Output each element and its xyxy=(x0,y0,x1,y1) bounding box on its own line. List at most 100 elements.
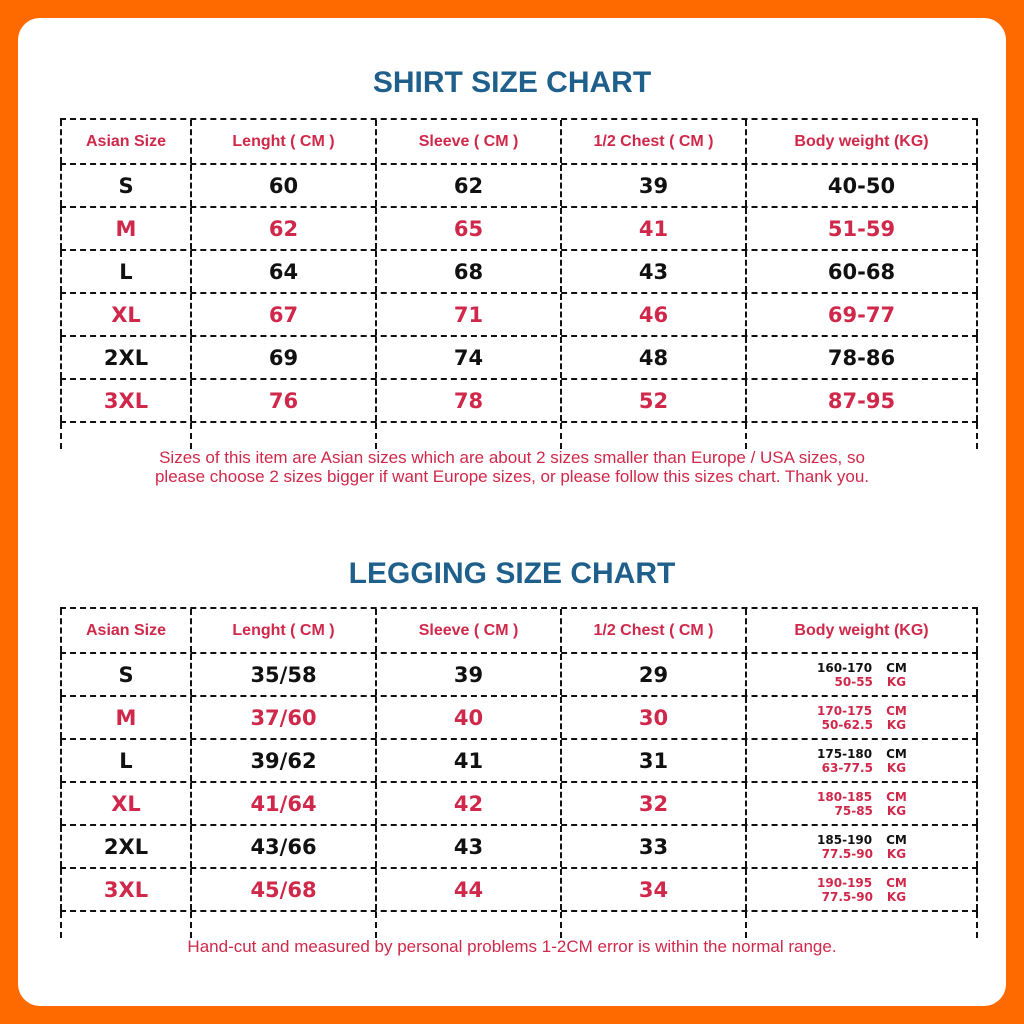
header-cell: Lenght ( CM ) xyxy=(190,120,375,163)
empty-cell xyxy=(560,423,745,449)
table-cell: 31 xyxy=(560,740,745,781)
table-cell: 60 xyxy=(190,165,375,206)
table-cell: 40 xyxy=(375,697,560,738)
table-row: XL 41/64 42 32 180-185 CM 75-85 KG xyxy=(60,781,978,824)
table-cell: 51-59 xyxy=(745,208,978,249)
height-unit: CM xyxy=(886,660,907,675)
height-line: 170-175 CM xyxy=(816,704,907,718)
table-cell: 39/62 xyxy=(190,740,375,781)
table-cell: 30 xyxy=(560,697,745,738)
height-range: 180-185 xyxy=(817,789,873,804)
table-cell: 41 xyxy=(560,208,745,249)
table-cell: 2XL xyxy=(60,826,190,867)
empty-cell xyxy=(560,912,745,938)
body-weight-cell: 175-180 CM 63-77.5 KG xyxy=(745,740,978,781)
table-cell: 52 xyxy=(560,380,745,421)
empty-cell xyxy=(745,423,978,449)
weight-line: 75-85 KG xyxy=(817,803,907,818)
weight-unit: KG xyxy=(886,760,907,775)
table-row: 2XL 69 74 48 78-86 xyxy=(60,335,978,378)
table-row: M 62 65 41 51-59 xyxy=(60,206,978,249)
legging-size-table: Asian Size Lenght ( CM ) Sleeve ( CM ) 1/2 … xyxy=(60,607,978,938)
empty-cell xyxy=(745,912,978,938)
table-row: S 35/58 39 29 160-170 CM 50-55 KG xyxy=(60,652,978,695)
body-weight-cell: 190-195 CM 77.5-90 KG xyxy=(745,869,978,910)
header-cell: Sleeve ( CM ) xyxy=(375,120,560,163)
table-cell: 69 xyxy=(190,337,375,378)
weight-unit: KG xyxy=(886,717,907,732)
body-weight-cell: 180-185 CM 75-85 KG xyxy=(745,783,978,824)
body-weight-cell: 160-170 CM 50-55 KG xyxy=(745,654,978,695)
table-cell: 64 xyxy=(190,251,375,292)
weight-range: 77.5-90 xyxy=(821,846,873,861)
table-cell: 60-68 xyxy=(745,251,978,292)
height-range: 175-180 xyxy=(817,746,873,761)
height-range: 190-195 xyxy=(817,875,873,890)
table-cell: 34 xyxy=(560,869,745,910)
header-cell: 1/2 Chest ( CM ) xyxy=(560,609,745,652)
table-row: XL 67 71 46 69-77 xyxy=(60,292,978,335)
weight-range: 50-62.5 xyxy=(821,717,873,732)
table-row: L 39/62 41 31 175-180 CM 63-77.5 KG xyxy=(60,738,978,781)
table-cell: 39 xyxy=(375,654,560,695)
table-cell: 41/64 xyxy=(190,783,375,824)
header-row: Asian Size Lenght ( CM ) Sleeve ( CM ) 1/2 … xyxy=(60,118,978,163)
weight-range: 63-77.5 xyxy=(821,760,873,775)
table-cell: M xyxy=(60,697,190,738)
table-cell: 62 xyxy=(190,208,375,249)
table-cell: 45/68 xyxy=(190,869,375,910)
table-cell: 43 xyxy=(375,826,560,867)
table-cell: 76 xyxy=(190,380,375,421)
weight-unit: KG xyxy=(886,846,907,861)
table-cell: 29 xyxy=(560,654,745,695)
weight-unit: KG xyxy=(886,803,907,818)
empty-cell xyxy=(60,423,190,449)
header-cell: Body weight (KG) xyxy=(745,609,978,652)
weight-line: 77.5-90 KG xyxy=(817,847,906,861)
header-row: Asian Size Lenght ( CM ) Sleeve ( CM ) 1/2 … xyxy=(60,607,978,652)
table-cell: 35/58 xyxy=(190,654,375,695)
table-cell: 37/60 xyxy=(190,697,375,738)
table-cell: 62 xyxy=(375,165,560,206)
table-cell: 68 xyxy=(375,251,560,292)
height-line: 180-185 CM xyxy=(816,790,907,804)
weight-line: 50-55 KG xyxy=(817,674,907,689)
table-cell: 78-86 xyxy=(745,337,978,378)
table-cell: 46 xyxy=(560,294,745,335)
height-line: 160-170 CM xyxy=(816,661,907,675)
table-cell: 39 xyxy=(560,165,745,206)
empty-cell xyxy=(60,912,190,938)
weight-line: 50-62.5 KG xyxy=(817,718,906,732)
header-cell: Asian Size xyxy=(60,120,190,163)
header-cell: Sleeve ( CM ) xyxy=(375,609,560,652)
table-cell: 33 xyxy=(560,826,745,867)
table-row: 2XL 43/66 43 33 185-190 CM 77.5-90 KG xyxy=(60,824,978,867)
weight-range: 75-85 xyxy=(834,803,873,818)
table-cell: M xyxy=(60,208,190,249)
table-cell: S xyxy=(60,654,190,695)
table-cell: 67 xyxy=(190,294,375,335)
height-unit: CM xyxy=(886,832,907,847)
shirt-size-table: Asian Size Lenght ( CM ) Sleeve ( CM ) 1/2 … xyxy=(60,118,978,449)
height-range: 160-170 xyxy=(817,660,873,675)
table-cell: 3XL xyxy=(60,869,190,910)
table-cell: 71 xyxy=(375,294,560,335)
table-cell: 42 xyxy=(375,783,560,824)
card xyxy=(18,18,1006,1006)
table-row: 3XL 45/68 44 34 190-195 CM 77.5-90 KG xyxy=(60,867,978,910)
weight-unit: KG xyxy=(886,674,907,689)
body-weight-cell: 170-175 CM 50-62.5 KG xyxy=(745,697,978,738)
empty-cell xyxy=(190,912,375,938)
height-line: 175-180 CM xyxy=(816,747,907,761)
empty-cell xyxy=(375,423,560,449)
weight-range: 77.5-90 xyxy=(821,889,873,904)
height-line: 190-195 CM xyxy=(816,876,907,890)
table-row: 3XL 76 78 52 87-95 xyxy=(60,378,978,421)
table-row: M 37/60 40 30 170-175 CM 50-62.5 KG xyxy=(60,695,978,738)
table-cell: XL xyxy=(60,783,190,824)
table-cell: 41 xyxy=(375,740,560,781)
table-cell: 48 xyxy=(560,337,745,378)
table-cell: 40-50 xyxy=(745,165,978,206)
table-cell: 69-77 xyxy=(745,294,978,335)
height-unit: CM xyxy=(886,703,907,718)
